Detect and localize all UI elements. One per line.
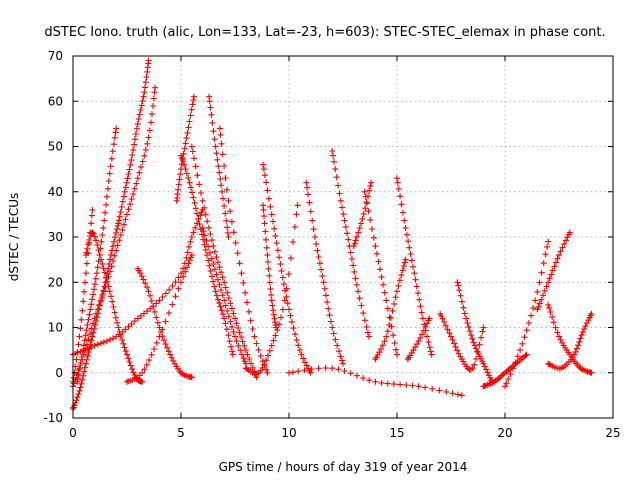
series-arc-18 [242, 202, 301, 377]
series-arc-19 [303, 179, 346, 367]
series-arc-2 [115, 57, 152, 227]
series-arc-31 [534, 229, 573, 313]
y-tick-label: 50 [48, 140, 63, 154]
grid [73, 56, 613, 418]
x-tick-label: 10 [281, 426, 296, 440]
y-tick-label: -10 [43, 411, 63, 425]
series-arc-25 [404, 315, 433, 363]
x-tick-label: 20 [497, 426, 512, 440]
x-tick-label: 0 [69, 426, 77, 440]
series-arc-16 [260, 161, 314, 376]
series-arc-11 [178, 152, 236, 358]
x-tick-label: 25 [605, 426, 620, 440]
series-arc-24 [394, 175, 435, 358]
y-tick-label: 0 [55, 366, 63, 380]
series-arc-26 [286, 365, 465, 399]
series-arc-13 [188, 143, 260, 381]
series-arc-12 [206, 93, 232, 240]
y-tick-label: 60 [48, 94, 63, 108]
series-arc-22 [350, 179, 375, 250]
series-arc-20 [329, 148, 372, 340]
series-arc-33 [545, 310, 595, 372]
x-tick-label: 5 [177, 426, 185, 440]
x-axis-label: GPS time / hours of day 319 of year 2014 [219, 460, 468, 474]
y-tick-label: 30 [48, 230, 63, 244]
data-series-group [70, 57, 595, 412]
series-arc-28 [437, 310, 487, 373]
series-arc-14 [216, 125, 271, 376]
y-tick-label: 20 [48, 275, 63, 289]
y-tick-label: 10 [48, 321, 63, 335]
y-tick-label: 40 [48, 185, 63, 199]
series-arc-27 [454, 279, 495, 385]
series-arc-30 [502, 238, 552, 390]
axis-ticks: 0 5 10 15 20 25 -10 0 10 20 30 40 50 60 70 [43, 49, 620, 440]
series-arc-8 [124, 252, 195, 385]
series-arc-23 [372, 256, 409, 363]
x-tick-label: 15 [389, 426, 404, 440]
y-tick-label: 70 [48, 49, 63, 63]
series-arc-9 [134, 265, 195, 381]
chart-title: dSTEC Iono. truth (alic, Lon=133, Lat=-2… [44, 25, 605, 40]
y-axis-label: dSTEC / TECUs [7, 193, 21, 282]
series-arc-5 [83, 229, 146, 385]
series-arc-17 [260, 202, 279, 331]
series-arc-15 [199, 224, 249, 367]
